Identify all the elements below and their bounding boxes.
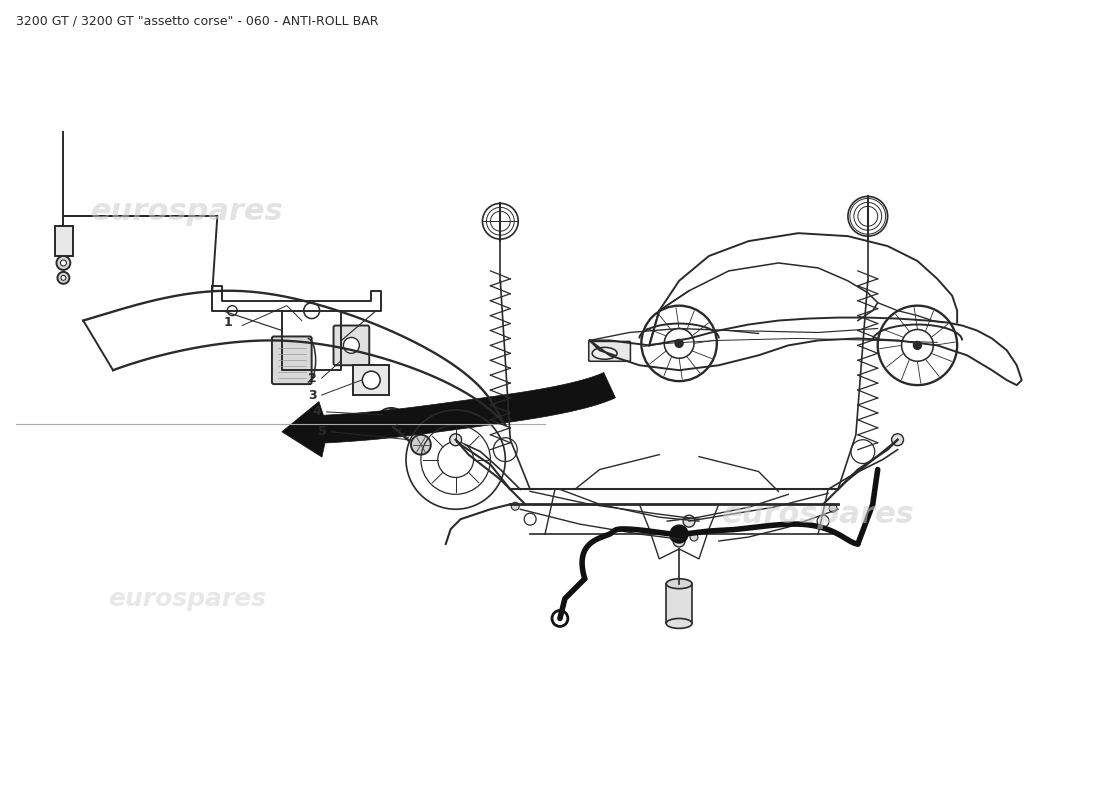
Ellipse shape bbox=[667, 578, 692, 589]
Text: eurospares: eurospares bbox=[91, 197, 284, 226]
Circle shape bbox=[411, 434, 431, 454]
Circle shape bbox=[690, 533, 698, 541]
Bar bbox=[55, 226, 74, 256]
Bar bbox=[667, 584, 692, 623]
Circle shape bbox=[386, 410, 396, 420]
Circle shape bbox=[675, 339, 683, 347]
Circle shape bbox=[670, 525, 688, 543]
Bar bbox=[353, 366, 389, 395]
Text: eurospares: eurospares bbox=[109, 586, 266, 610]
Circle shape bbox=[829, 504, 837, 512]
Circle shape bbox=[60, 260, 66, 266]
Text: 2: 2 bbox=[308, 372, 317, 385]
Circle shape bbox=[552, 610, 568, 626]
Circle shape bbox=[670, 533, 678, 541]
FancyBboxPatch shape bbox=[333, 326, 370, 366]
Circle shape bbox=[892, 434, 903, 446]
Circle shape bbox=[673, 535, 685, 547]
Text: eurospares: eurospares bbox=[722, 500, 914, 529]
Text: 4: 4 bbox=[312, 406, 321, 418]
FancyBboxPatch shape bbox=[272, 337, 311, 384]
Circle shape bbox=[57, 272, 69, 284]
Text: 5: 5 bbox=[318, 426, 327, 438]
Circle shape bbox=[913, 342, 922, 350]
Ellipse shape bbox=[667, 618, 692, 629]
Text: 3: 3 bbox=[308, 389, 317, 402]
FancyBboxPatch shape bbox=[588, 342, 630, 362]
Circle shape bbox=[512, 502, 519, 510]
Polygon shape bbox=[282, 373, 615, 457]
Circle shape bbox=[683, 515, 695, 527]
Circle shape bbox=[60, 275, 66, 280]
Ellipse shape bbox=[592, 347, 617, 359]
Text: 1: 1 bbox=[223, 316, 232, 329]
Text: 3200 GT / 3200 GT "assetto corse" - 060 - ANTI-ROLL BAR: 3200 GT / 3200 GT "assetto corse" - 060 … bbox=[15, 14, 378, 28]
Circle shape bbox=[362, 371, 381, 389]
Circle shape bbox=[450, 434, 462, 446]
Circle shape bbox=[343, 338, 360, 354]
Ellipse shape bbox=[381, 408, 402, 422]
Circle shape bbox=[56, 256, 70, 270]
